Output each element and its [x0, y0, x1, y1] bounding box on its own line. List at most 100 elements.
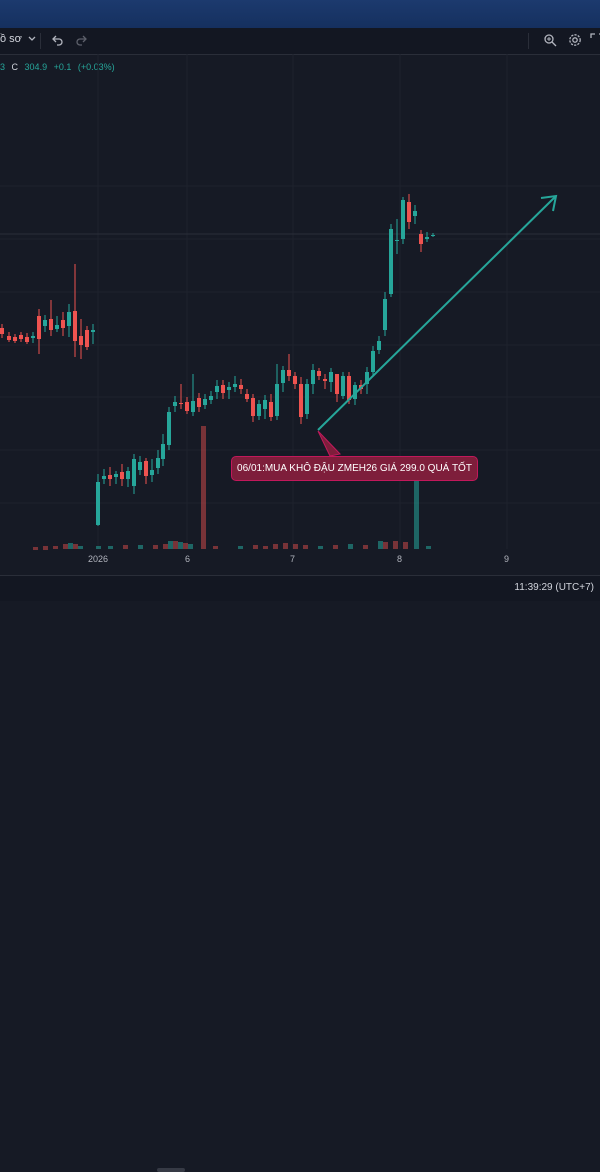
annotation-text: 06/01:MUA KHÔ ĐẬU ZMEH26 GIÁ 299.0 QUÁ T…	[237, 463, 472, 474]
candle-body	[335, 374, 339, 394]
candle-body	[73, 311, 77, 341]
chevron-down-icon	[28, 33, 36, 45]
candle-body	[156, 458, 160, 468]
candle-body	[79, 336, 83, 345]
candle-body	[257, 404, 261, 416]
candle-body	[395, 240, 399, 241]
volume-bar	[393, 541, 398, 549]
volume-bar	[96, 546, 101, 549]
candle-body	[401, 200, 405, 239]
time-label-2026: 2026	[88, 554, 109, 564]
volume-bar	[153, 545, 158, 549]
candle-body	[85, 330, 89, 347]
candle-body	[49, 319, 53, 330]
settings-button[interactable]	[566, 32, 584, 50]
legend-prefix: 3	[0, 62, 6, 72]
candle-body	[431, 235, 435, 236]
candle-body	[227, 387, 231, 390]
volume-bar	[426, 546, 431, 549]
candle-body	[347, 376, 351, 400]
volume-bar	[53, 546, 58, 549]
volume-bar	[383, 542, 388, 549]
candle-body	[197, 398, 201, 407]
volume-bar	[293, 544, 298, 549]
candle-body	[329, 372, 333, 382]
redo-button[interactable]	[73, 32, 91, 50]
volume-bar	[263, 546, 268, 549]
volume-bar	[78, 546, 83, 549]
candle-body	[7, 336, 11, 340]
candle-body	[37, 316, 41, 339]
layout-label: ồ sơ	[0, 33, 22, 45]
candle-body	[215, 386, 219, 392]
candle-body	[43, 320, 47, 326]
candle-body	[311, 370, 315, 384]
candle-body	[150, 470, 154, 475]
candle-body	[377, 341, 381, 350]
candle-body	[31, 336, 35, 338]
volume-bar	[378, 541, 383, 549]
volume-bar	[178, 542, 183, 549]
candle-body	[67, 312, 71, 326]
candle-body	[317, 371, 321, 376]
candle-body	[203, 399, 207, 405]
volume-bar	[318, 546, 323, 549]
volume-bar	[188, 544, 193, 549]
volume-bar	[108, 546, 113, 549]
candle-body	[167, 412, 171, 445]
candle-body	[138, 462, 142, 470]
volume-bar	[43, 546, 48, 550]
legend-close-label: C	[11, 62, 19, 72]
candle-body	[102, 476, 106, 479]
undo-icon	[51, 34, 63, 49]
candle-body	[389, 229, 393, 294]
legend-change: +0.1	[53, 62, 72, 72]
volume-bar	[183, 543, 188, 549]
candle-body	[245, 394, 249, 399]
volume-bar	[273, 544, 278, 549]
volume-bar	[403, 542, 408, 549]
candle-body	[269, 402, 273, 417]
time-label-7: 7	[290, 554, 296, 564]
time-axis: 2026 6 7 8 9 11:39:29 (UTC+7)	[0, 554, 600, 1172]
layout-menu[interactable]: ồ sơ	[0, 33, 36, 45]
candle-body	[61, 320, 65, 328]
candle-body	[191, 401, 195, 412]
volume-bar	[333, 545, 338, 549]
trade-annotation[interactable]: 06/01:MUA KHÔ ĐẬU ZMEH26 GIÁ 299.0 QUÁ T…	[231, 456, 478, 481]
volume-bar	[63, 544, 68, 549]
snapshot-button[interactable]	[541, 32, 559, 50]
trend-arrow-head	[540, 194, 558, 212]
volume-bar	[414, 456, 419, 549]
candle-body	[179, 403, 183, 404]
volume-bar	[238, 546, 243, 549]
candle-body	[209, 396, 213, 400]
candle-body	[96, 482, 100, 525]
volume-bar	[33, 547, 38, 550]
candle-body	[263, 400, 267, 409]
candle-body	[221, 385, 225, 393]
timeline-scrollbar[interactable]	[157, 1168, 185, 1172]
undo-button[interactable]	[48, 32, 66, 50]
time-label-6: 6	[185, 554, 191, 564]
candle-body	[305, 384, 309, 414]
candle-body	[13, 337, 17, 341]
time-label-8: 8	[397, 554, 403, 564]
ohlc-legend: 3 C 304.9 +0.1 (+0.03%)	[0, 62, 119, 72]
volume-bar	[303, 545, 308, 549]
toolbar-divider	[528, 33, 529, 49]
candle-body	[91, 330, 95, 332]
candle-body	[185, 402, 189, 411]
candle-body	[353, 385, 357, 399]
volume-bar	[138, 545, 143, 549]
candle-body	[0, 328, 4, 334]
candle-body	[114, 474, 118, 477]
clock: 11:39:29 (UTC+7)	[514, 582, 594, 593]
chart-toolbar: ồ sơ	[0, 28, 600, 55]
volume-bar	[348, 544, 353, 549]
fullscreen-button[interactable]	[588, 32, 600, 50]
candle-body	[108, 475, 112, 479]
price-chart[interactable]	[0, 54, 600, 575]
candle-body	[425, 237, 429, 239]
candle-body	[173, 402, 177, 406]
